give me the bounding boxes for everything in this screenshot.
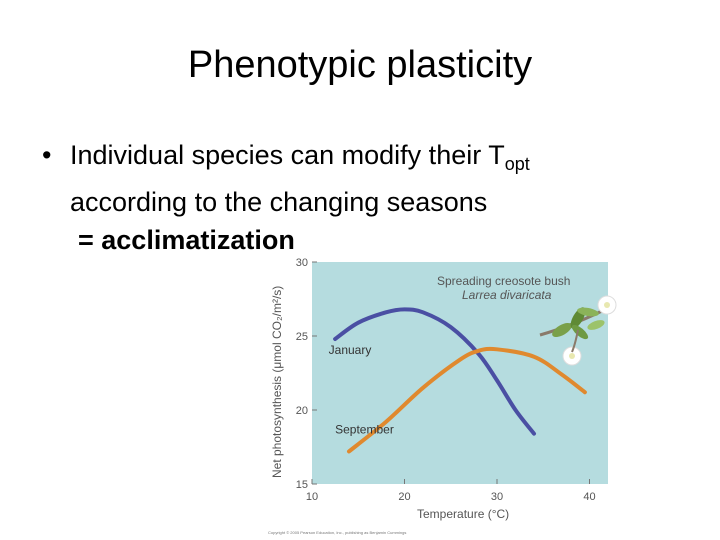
bullet-block: • Individual species can modify their Top… (42, 136, 530, 259)
creosote-bush-illustration (539, 295, 617, 366)
bullet-line-3: = acclimatization (78, 225, 295, 255)
axis-ticks: 15 20 25 30 10 20 30 40 (296, 257, 596, 503)
y-axis-label: Net photosynthesis (μmol CO₂/m²/s) (270, 286, 284, 478)
y-tick-label: 30 (296, 257, 308, 269)
y-tick-label: 25 (296, 331, 308, 343)
bullet-line-2: according to the changing seasons (70, 187, 488, 217)
plant-name: Spreading creosote bush (437, 274, 570, 288)
y-tick-label: 15 (296, 479, 308, 491)
series-label-january: January (329, 343, 372, 357)
bullet-line-1: • Individual species can modify their Top… (42, 136, 530, 183)
plant-species: Larrea divaricata (462, 288, 552, 302)
series-label-september: September (335, 423, 394, 437)
series-line-september (347, 346, 587, 454)
x-axis-label: Temperature (°C) (417, 507, 509, 521)
y-tick-label: 20 (296, 405, 308, 417)
plot-background (312, 262, 608, 484)
x-tick-label: 40 (583, 491, 595, 503)
bullet-subscript: opt (504, 154, 530, 174)
slide-title: Phenotypic plasticity (187, 44, 533, 86)
series-line-january (333, 307, 536, 436)
x-tick-label: 10 (306, 491, 318, 503)
bullet-text-1: Individual species can modify their T (70, 140, 505, 170)
bullet-marker: • (42, 140, 52, 170)
copyright-text: Copyright © 2005 Pearson Education, Inc.… (268, 530, 406, 535)
x-tick-label: 30 (491, 491, 503, 503)
x-tick-label: 20 (398, 491, 410, 503)
series-lines (333, 307, 587, 454)
